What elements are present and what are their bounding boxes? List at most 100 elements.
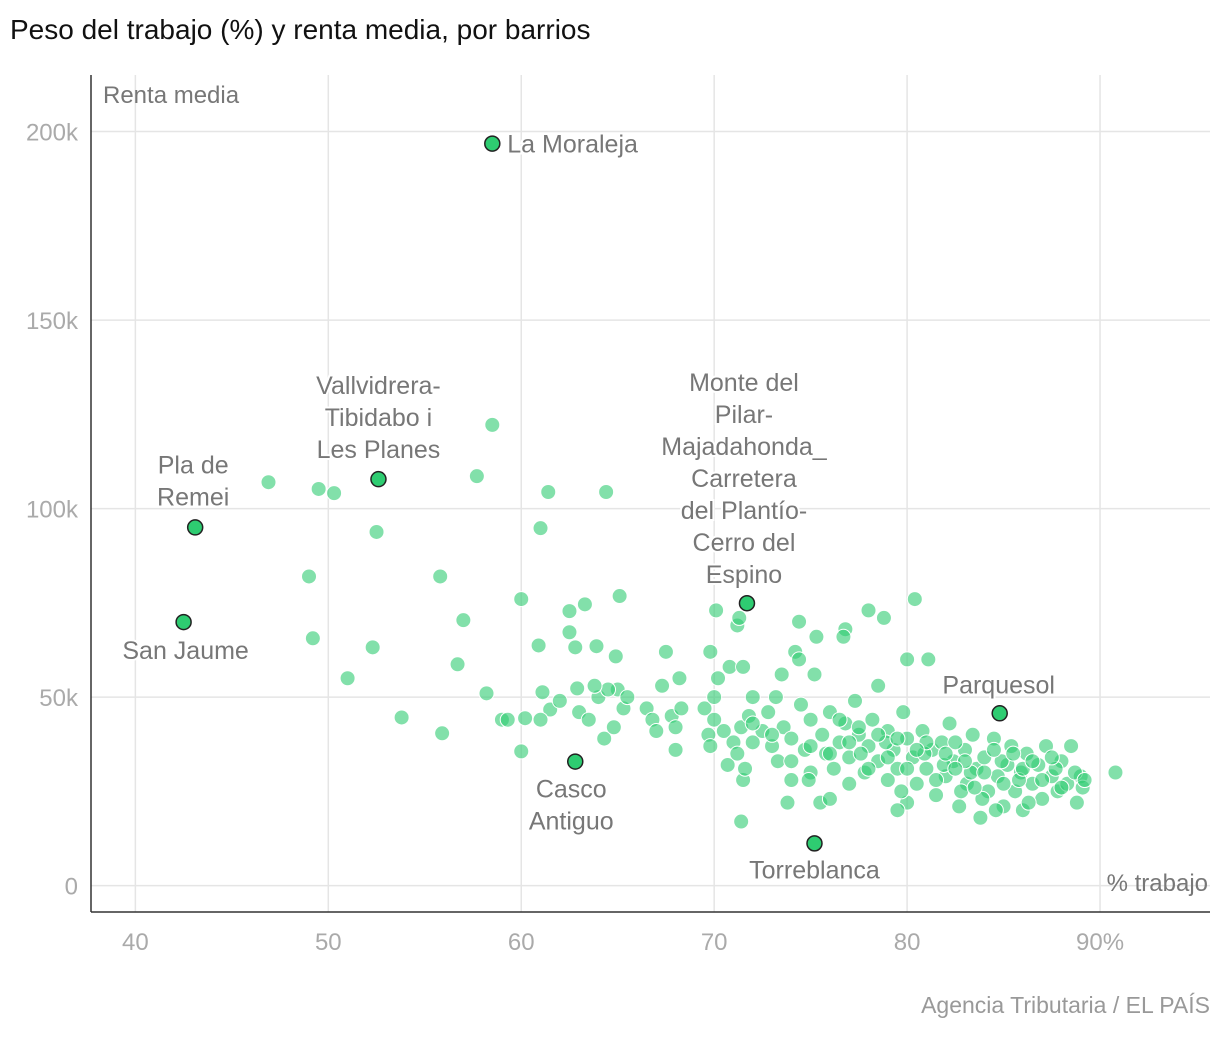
data-point: [870, 726, 887, 743]
data-point: [1076, 772, 1093, 789]
data-point: [951, 798, 968, 815]
point-label: Les Planes: [317, 436, 441, 464]
point-label: Vallvidrera-: [316, 372, 441, 400]
data-point: [561, 603, 578, 620]
data-point: [802, 738, 819, 755]
data-point: [941, 715, 958, 732]
data-point: [364, 639, 381, 656]
data-point: [326, 485, 343, 502]
data-point: [767, 689, 784, 706]
data-point: [673, 700, 690, 717]
data-point: [715, 723, 732, 740]
data-point: [760, 704, 777, 721]
highlighted-point: [991, 705, 1008, 722]
data-point: [667, 719, 684, 736]
data-point: [729, 745, 746, 762]
data-point: [499, 711, 516, 728]
data-point: [721, 658, 738, 675]
data-point: [993, 753, 1010, 770]
point-label: Parquesol: [942, 671, 1055, 699]
point-label: Monte del: [689, 369, 799, 397]
point-label: Espino: [706, 561, 782, 589]
point-label: Cerro del: [693, 529, 796, 557]
data-point: [808, 628, 825, 645]
data-point: [899, 760, 916, 777]
data-point: [847, 692, 864, 709]
data-point: [947, 734, 964, 751]
data-point: [937, 745, 954, 762]
data-point: [657, 643, 674, 660]
data-point: [1034, 772, 1051, 789]
data-point: [600, 681, 617, 698]
data-point: [802, 711, 819, 728]
y-tick-label: 150k: [26, 308, 79, 335]
highlighted-point: [738, 594, 756, 612]
data-point: [841, 734, 858, 751]
highlighted-point: [186, 519, 204, 536]
data-point: [619, 689, 636, 706]
y-tick-label: 0: [65, 874, 78, 901]
data-point: [893, 783, 910, 800]
data-point: [850, 719, 867, 736]
data-point: [831, 711, 848, 728]
data-point: [735, 658, 752, 675]
data-point: [654, 677, 671, 694]
data-point: [773, 666, 790, 683]
data-point: [648, 723, 665, 740]
data-point: [814, 726, 831, 743]
point-label: Pilar-: [715, 401, 773, 429]
x-axis-title: % trabajo: [1107, 870, 1208, 897]
data-point: [825, 760, 842, 777]
data-point: [870, 677, 887, 694]
data-point: [928, 772, 945, 789]
data-point: [708, 602, 725, 619]
x-tick-label: 70: [701, 929, 728, 956]
data-point: [1005, 745, 1022, 762]
data-point: [710, 670, 727, 687]
data-point: [976, 764, 993, 781]
data-point: [972, 809, 989, 826]
data-point: [908, 775, 925, 792]
data-point: [517, 710, 534, 727]
data-point: [671, 670, 688, 687]
data-point: [852, 745, 869, 762]
data-point: [1020, 794, 1037, 811]
point-label: Remei: [157, 483, 229, 511]
point-label: Casco: [536, 776, 607, 804]
data-point: [561, 624, 578, 641]
data-point: [605, 719, 622, 736]
data-point: [792, 696, 809, 713]
data-point: [540, 483, 557, 500]
data-point: [588, 638, 605, 655]
x-tick-label: 90%: [1076, 929, 1124, 956]
data-point: [889, 802, 906, 819]
data-point: [580, 711, 597, 728]
data-point: [806, 666, 823, 683]
data-point: [835, 628, 852, 645]
data-point: [586, 677, 603, 694]
data-point: [966, 779, 983, 796]
data-point: [995, 775, 1012, 792]
data-point: [310, 480, 327, 497]
data-point: [953, 783, 970, 800]
data-point: [1063, 738, 1080, 755]
data-point: [719, 756, 736, 773]
data-point: [800, 772, 817, 789]
data-point: [598, 483, 615, 500]
x-tick-label: 40: [122, 929, 149, 956]
data-point: [920, 651, 937, 668]
data-point: [860, 602, 877, 619]
data-point: [947, 760, 964, 777]
point-label: del Plantío-: [681, 497, 807, 525]
data-point: [1043, 749, 1060, 766]
data-point: [964, 726, 981, 743]
point-label: Carretera: [691, 465, 797, 493]
data-point: [928, 787, 945, 804]
y-tick-label: 100k: [26, 497, 79, 524]
source-credit: Agencia Tributaria / EL PAÍS: [921, 992, 1210, 1018]
point-label: Antiguo: [529, 808, 614, 836]
data-point: [569, 680, 586, 697]
data-point: [783, 730, 800, 747]
y-tick-label: 50k: [39, 685, 79, 712]
